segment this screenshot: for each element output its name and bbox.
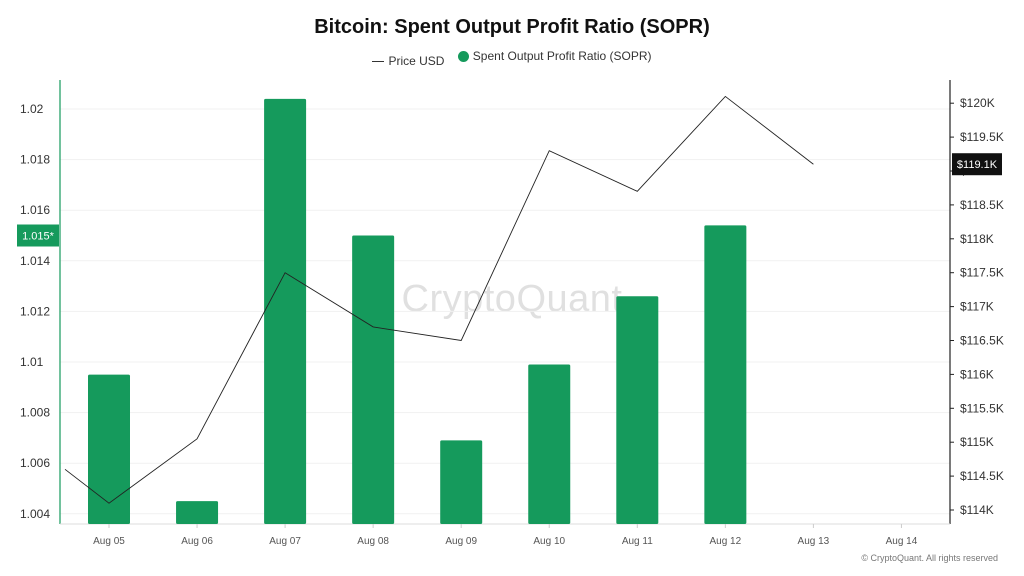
x-tick-label: Aug 06	[181, 536, 213, 547]
x-tick-label: Aug 09	[445, 536, 477, 547]
left-tick-label: 1.01	[20, 355, 44, 369]
x-tick-label: Aug 05	[93, 536, 125, 547]
right-tick-label: $114.5K	[960, 469, 1004, 483]
chart-legend: Price USD Spent Output Profit Ratio (SOP…	[0, 49, 1024, 68]
sopr-bar	[88, 374, 130, 524]
sopr-bar	[704, 225, 747, 524]
x-tick-label: Aug 07	[269, 536, 301, 547]
right-tick-label: $118.5K	[960, 198, 1004, 212]
right-tick-label: $118K	[960, 232, 994, 246]
right-tick-label: $119.5K	[960, 130, 1004, 144]
legend-item-price[interactable]: Price USD	[372, 54, 444, 68]
right-tick-label: $115K	[960, 435, 994, 449]
left-tick-label: 1.006	[20, 456, 50, 470]
sopr-bar	[264, 98, 307, 524]
left-tick-label: 1.016	[20, 203, 50, 217]
right-value-badge	[952, 153, 1002, 176]
x-tick-label: Aug 13	[798, 536, 830, 547]
legend-label-sopr: Spent Output Profit Ratio (SOPR)	[472, 49, 652, 63]
x-tick-label: Aug 10	[533, 536, 565, 547]
x-tick-label: Aug 11	[622, 536, 653, 547]
right-tick-label: $114K	[960, 503, 994, 517]
copyright-footer: © CryptoQuant. All rights reserved	[861, 553, 998, 563]
left-tick-label: 1.012	[20, 304, 50, 318]
circle-swatch-icon	[457, 50, 469, 62]
watermark: CryptoQuant	[401, 278, 623, 320]
x-tick-label: Aug 08	[357, 536, 389, 547]
price-line	[64, 95, 814, 504]
left-tick-label: 1.004	[20, 507, 50, 521]
x-tick-label: Aug 14	[886, 536, 918, 547]
legend-label-price: Price USD	[388, 54, 445, 68]
right-tick-label: $120K	[960, 96, 995, 110]
left-tick-label: 1.014	[20, 254, 50, 268]
right-tick-label: $116K	[960, 367, 994, 381]
chart-title: Bitcoin: Spent Output Profit Ratio (SOPR…	[314, 16, 710, 38]
sopr-bar	[352, 235, 395, 524]
left-value-badge	[17, 224, 59, 247]
right-tick-label: $117.5K	[960, 266, 1004, 280]
right-tick-label: $116.5K	[960, 334, 1004, 348]
sopr-bar	[528, 364, 571, 524]
right-tick-label: $115.5K	[960, 401, 1004, 415]
left-tick-label: 1.018	[20, 153, 50, 167]
left-tick-label: 1.008	[20, 406, 50, 420]
sopr-bar	[440, 440, 483, 524]
left-tick-label: 1.02	[20, 102, 44, 116]
sopr-bar	[176, 501, 219, 524]
legend-item-sopr[interactable]: Spent Output Profit Ratio (SOPR)	[457, 49, 652, 63]
sopr-bar	[616, 296, 659, 524]
right-tick-label: $117K	[960, 300, 994, 314]
line-swatch-icon	[372, 60, 385, 62]
x-tick-label: Aug 12	[709, 536, 741, 547]
left-value-badge-label: 1.015*	[22, 231, 55, 243]
right-value-badge-label: $119.1K	[957, 159, 998, 171]
